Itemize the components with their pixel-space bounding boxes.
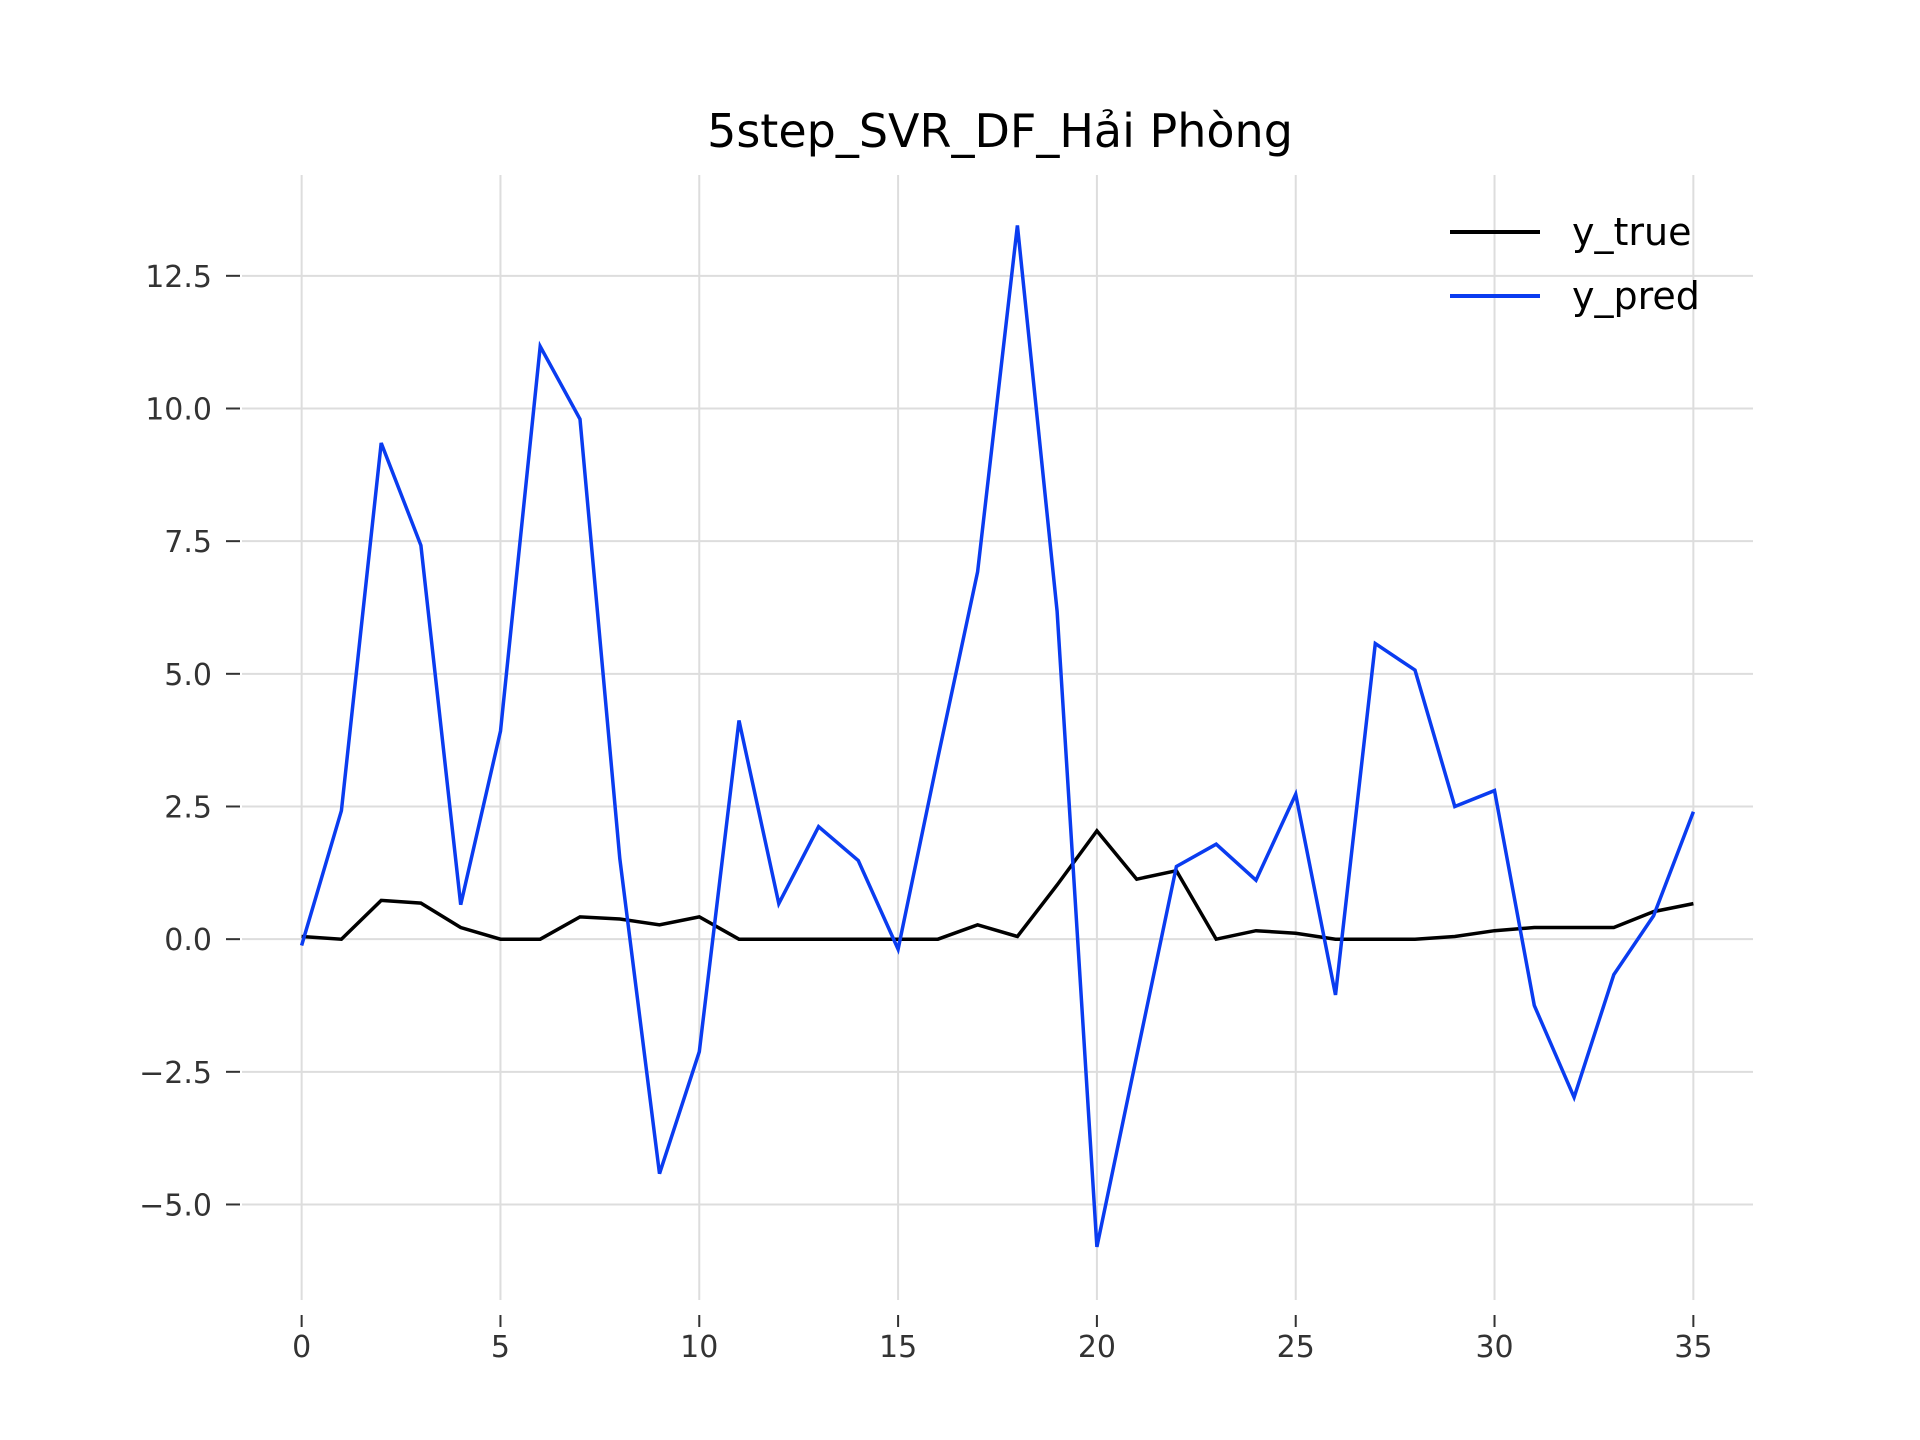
y-tick-label: 2.5	[164, 790, 212, 825]
legend: y_true y_pred	[1450, 210, 1700, 318]
series-line-y-true	[301, 828, 1694, 942]
series-layer	[299, 225, 1696, 1248]
grid	[242, 175, 1753, 1300]
y-tick-label: 7.5	[164, 525, 212, 560]
y-tick-label: 12.5	[145, 260, 212, 295]
chart-title: 5step_SVR_DF_Hải Phòng	[707, 104, 1293, 158]
series-line-y-pred	[299, 225, 1696, 1248]
x-tick-label: 35	[1674, 1330, 1712, 1365]
y-tick-label: −2.5	[139, 1056, 212, 1091]
y-tick-label: 5.0	[164, 658, 212, 693]
y-tick-label: 10.0	[145, 392, 212, 427]
y-tick-label: 0.0	[164, 923, 212, 958]
y-tick-label: −5.0	[139, 1188, 212, 1223]
x-tick-label: 10	[680, 1330, 718, 1365]
x-tick-label: 15	[879, 1330, 917, 1365]
legend-label-y-true: y_true	[1572, 210, 1691, 254]
x-tick-label: 25	[1277, 1330, 1315, 1365]
x-tick-label: 30	[1475, 1330, 1513, 1365]
axes: 0 5 10 15 20 25 30 35 −5.0 −2.5 0.0 2.5 5.0 7.5 10.0 12…	[139, 260, 1712, 1365]
x-tick-label: 5	[491, 1330, 510, 1365]
x-tick-label: 0	[292, 1330, 311, 1365]
x-tick-label: 20	[1078, 1330, 1116, 1365]
legend-label-y-pred: y_pred	[1572, 274, 1700, 318]
